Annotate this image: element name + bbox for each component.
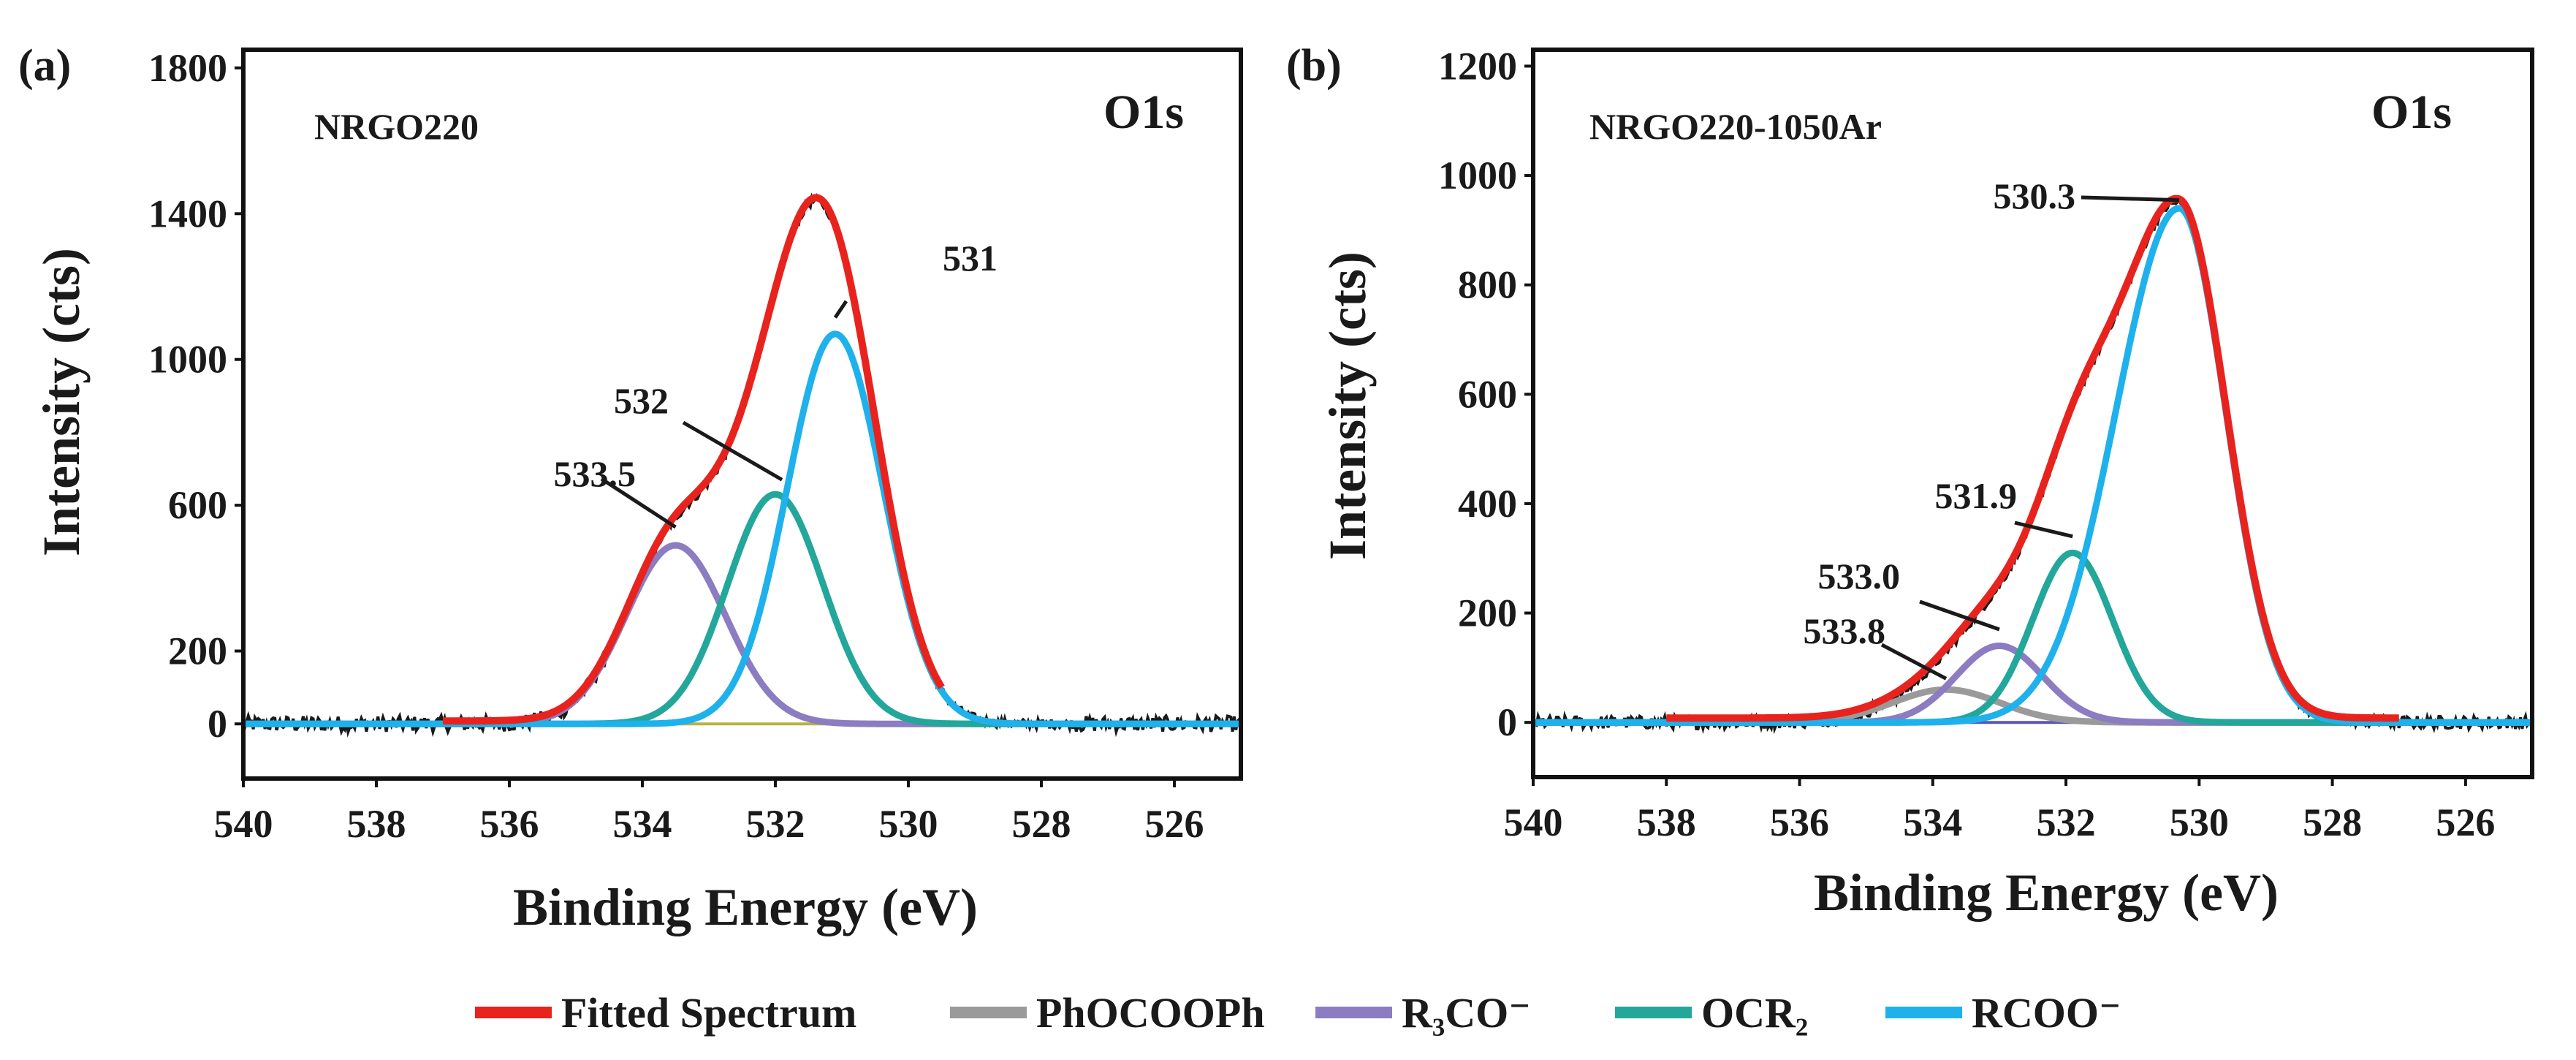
panel-a-x-tick-532: 532 — [746, 802, 805, 846]
panel-b-y-tick-800: 800 — [1458, 263, 1517, 307]
panel-b-y-tick-1200: 1200 — [1438, 44, 1517, 88]
panel-a-x-tick-536: 536 — [480, 802, 539, 846]
panel-a-x-tick-526: 526 — [1145, 802, 1204, 846]
panel-b-annotation-530-3: 530.3 — [1994, 175, 2076, 216]
panel-a-annotation-leader-531 — [833, 300, 848, 319]
panel-b-plot-frame — [1531, 48, 2534, 779]
panel-a-curves — [241, 192, 1243, 738]
panel-b-annotation-leader-530-3 — [2081, 195, 2180, 202]
panel-b-y-axis-title: Intensity (cts) — [1318, 251, 1377, 560]
panel-a-fitted-spectrum-line — [440, 194, 945, 725]
panel-b-y-tick-600: 600 — [1458, 372, 1517, 416]
panel-a-peak-r3co — [241, 542, 1243, 727]
panel-a-y-tick-labels: 0 200 600 1000 1400 1800 — [148, 46, 243, 746]
panel-a-y-tick-200: 200 — [168, 629, 227, 673]
panel-a-y-axis-title: Intensity (cts) — [32, 248, 91, 556]
legend-label-ocr2: OCR₂ — [1701, 989, 1808, 1037]
panel-b-raw-data-line — [1532, 200, 2534, 735]
panel-b-annotation-leader-531-9 — [2014, 520, 2073, 539]
panel-a-annotations: 531 532 533.5 — [554, 238, 998, 529]
panel-b-peak-rcoo — [1531, 205, 2534, 726]
panel-b-core-level-label: O1s — [2371, 86, 2452, 139]
panel-b-y-tick-0: 0 — [1497, 700, 1517, 744]
panel-b-y-tick-400: 400 — [1458, 482, 1517, 526]
panel-a-peak-ocr2 — [241, 491, 1243, 727]
panel-b-x-tick-528: 528 — [2303, 800, 2362, 844]
panel-a-x-tick-538: 538 — [347, 802, 406, 846]
panel-b-annotation-531-9: 531.9 — [1935, 475, 2018, 516]
legend-label-r3co: R₃CO⁻ — [1402, 989, 1531, 1037]
panel-b-curves — [1531, 194, 2534, 735]
panel-a-x-tick-labels: 540 538 536 534 532 530 528 526 — [214, 779, 1204, 846]
legend-item-phocooph: PhOCOOPh — [950, 989, 1265, 1037]
panel-b-annotation-533-8: 533.8 — [1804, 610, 1886, 651]
legend-item-rcoo: RCOO⁻ — [1885, 989, 2121, 1037]
panel-b-x-tick-532: 532 — [2037, 800, 2096, 844]
panel-a-annotation-leader-532 — [682, 420, 783, 482]
panel-a-y-tick-0: 0 — [208, 702, 227, 746]
panel-b-fitted-spectrum-line — [1663, 194, 2402, 722]
panel-a-nrgo220: (a) Intensity (cts) Binding Energy (eV) … — [18, 41, 1243, 936]
panel-a-core-level-label: O1s — [1103, 86, 1184, 139]
panel-b-y-tick-1000: 1000 — [1438, 154, 1517, 197]
panel-a-y-tick-600: 600 — [168, 483, 227, 527]
legend: Fitted Spectrum PhOCOOPh R₃CO⁻ OCR₂ RCOO… — [475, 989, 2121, 1037]
panel-b-nrgo220-1050ar: (b) Intensity (cts) Binding Energy (eV) … — [1286, 41, 2534, 922]
panel-a-annotation-532: 532 — [614, 380, 669, 421]
legend-label-fitted-spectrum: Fitted Spectrum — [561, 989, 856, 1037]
panel-b-annotation-533-0: 533.0 — [1818, 556, 1901, 597]
panel-a-plot-frame — [241, 48, 1243, 781]
panel-a-x-tick-528: 528 — [1012, 802, 1071, 846]
legend-label-rcoo: RCOO⁻ — [1972, 989, 2121, 1037]
panel-a-peak-rcoo — [241, 330, 1243, 727]
legend-item-fitted-spectrum: Fitted Spectrum — [475, 989, 856, 1037]
panel-b-x-tick-530: 530 — [2170, 800, 2229, 844]
panel-a-x-axis-title: Binding Energy (eV) — [513, 878, 978, 936]
panel-a-y-tick-1000: 1000 — [148, 338, 227, 382]
panel-b-label: (b) — [1286, 41, 1342, 91]
panel-b-x-tick-526: 526 — [2436, 800, 2495, 844]
panel-b-x-axis-title: Binding Energy (eV) — [1814, 863, 2279, 922]
panel-a-x-tick-530: 530 — [879, 802, 938, 846]
panel-b-x-tick-538: 538 — [1637, 800, 1696, 844]
panel-a-annotation-leader-533-5 — [600, 477, 677, 529]
panel-b-annotation-leader-533-8 — [1880, 643, 1948, 681]
panel-b-annotations: 530.3 531.9 533.0 533.8 — [1804, 175, 2180, 681]
panel-a-y-tick-1400: 1400 — [148, 192, 227, 235]
panel-a-label: (a) — [18, 41, 71, 91]
legend-label-phocooph: PhOCOOPh — [1036, 989, 1265, 1037]
panel-b-y-tick-labels: 0 200 400 600 800 1000 1200 — [1438, 44, 1533, 744]
panel-b-x-tick-534: 534 — [1903, 800, 1962, 844]
panel-a-annotation-533-5: 533.5 — [554, 453, 637, 494]
panel-a-sample-label: NRGO220 — [314, 106, 479, 147]
panel-b-annotation-leader-533-0 — [1919, 599, 2000, 632]
panel-a-x-tick-540: 540 — [214, 802, 273, 846]
legend-item-r3co: R₃CO⁻ — [1315, 989, 1531, 1037]
panel-b-peak-ocr2 — [1531, 549, 2534, 726]
panel-b-sample-label: NRGO220-1050Ar — [1589, 106, 1882, 147]
panel-b-x-tick-540: 540 — [1504, 800, 1563, 844]
panel-a-annotation-531: 531 — [943, 238, 998, 279]
panel-a-y-tick-1800: 1800 — [148, 46, 227, 90]
legend-item-ocr2: OCR₂ — [1615, 989, 1808, 1037]
panel-b-y-tick-200: 200 — [1458, 591, 1517, 635]
panel-b-x-tick-labels: 540 538 536 534 532 530 528 526 — [1504, 777, 2495, 844]
panel-b-x-tick-536: 536 — [1770, 800, 1829, 844]
panel-a-x-tick-534: 534 — [613, 802, 672, 846]
